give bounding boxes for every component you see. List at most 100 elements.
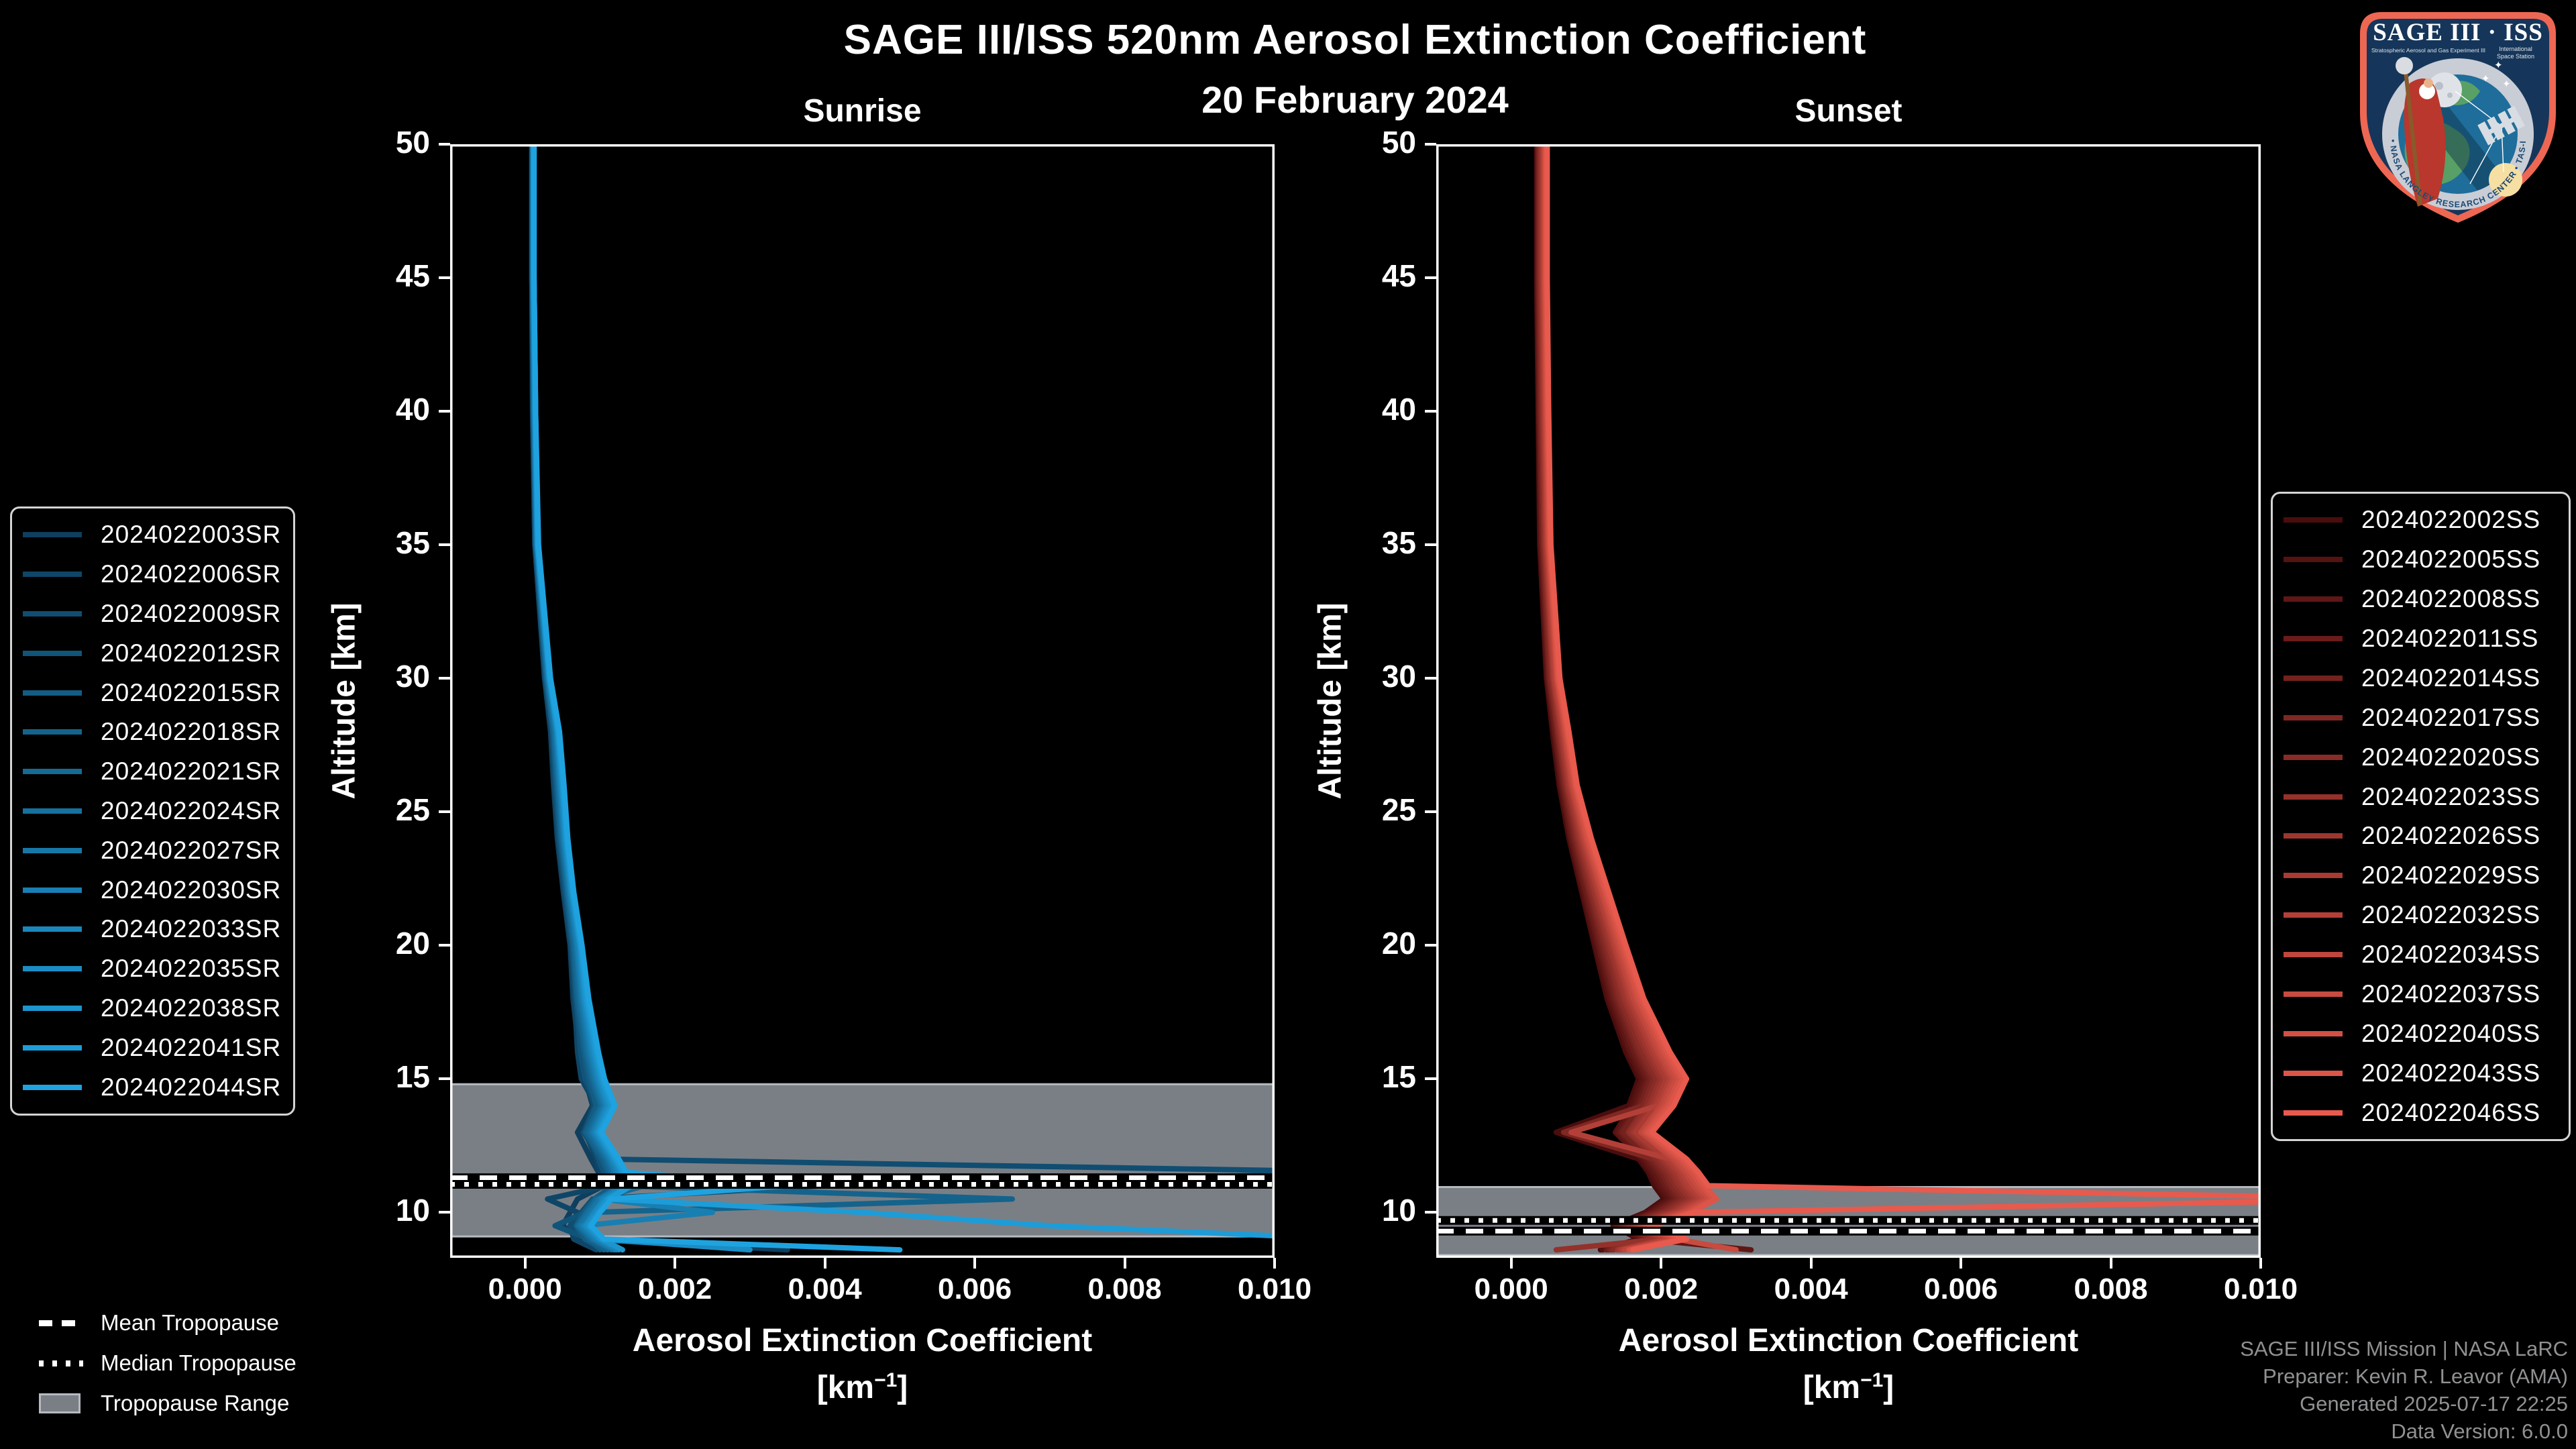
tropopause-legend: Mean Tropopause Median Tropopause Tropop…: [39, 1303, 297, 1424]
sunrise-legend-item: 2024022003SR: [23, 521, 282, 549]
sunset-plot-svg: [1436, 144, 2261, 1258]
legend-item-label: 2024022023SS: [2361, 782, 2541, 810]
sunrise-x-tick: [973, 1258, 977, 1269]
legend-line-swatch-icon: [2284, 675, 2343, 681]
sunset-legend-item: 2024022005SS: [2284, 545, 2558, 574]
sunset-y-tick: [1425, 944, 1436, 947]
legend-item-label: 2024022033SR: [101, 915, 282, 943]
sunrise-y-tick-label: 35: [395, 525, 430, 561]
sunrise-legend-item: 2024022012SR: [23, 639, 282, 667]
sunset-y-axis-label: Altitude [km]: [1312, 602, 1348, 800]
sunset-legend-item: 2024022043SS: [2284, 1059, 2558, 1087]
sunset-x-tick: [1960, 1258, 1963, 1269]
sunset-legend-item: 2024022040SS: [2284, 1020, 2558, 1048]
sunrise-y-tick: [439, 944, 450, 947]
sunrise-y-axis-label: Altitude [km]: [326, 602, 362, 800]
sunrise-x-tick-label: 0.004: [788, 1273, 862, 1305]
sunset-y-tick-label: 30: [1381, 659, 1416, 694]
sunset-legend-item: 2024022032SS: [2284, 901, 2558, 929]
sunrise-y-tick-label: 40: [395, 392, 430, 427]
sunrise-plot-svg: [450, 144, 1275, 1258]
sunrise-y-tick-label: 25: [395, 792, 430, 828]
svg-text:✦: ✦: [2481, 73, 2490, 85]
legend-item-label: 2024022029SS: [2361, 861, 2541, 890]
sunrise-legend-item: 2024022041SR: [23, 1034, 282, 1062]
patch-subtitle-right-1: International: [2499, 46, 2532, 52]
sunset-x-tick: [1809, 1258, 1813, 1269]
sunset-profile-2024022040SS: [1543, 144, 1716, 1253]
sunset-y-tick: [1425, 1077, 1436, 1081]
sunset-plot-area: [1436, 144, 2261, 1258]
sunset-y-tick: [1425, 1211, 1436, 1214]
sunset-x-tick: [1509, 1258, 1513, 1269]
legend-line-swatch-icon: [2284, 912, 2343, 918]
sunset-legend-item: 2024022002SS: [2284, 506, 2558, 534]
legend-line-swatch-icon: [23, 887, 82, 893]
legend-line-swatch-icon: [23, 729, 82, 735]
legend-line-swatch-icon: [23, 808, 82, 814]
legend-line-swatch-icon: [2284, 952, 2343, 958]
patch-title: SAGE III · ISS: [2373, 19, 2543, 46]
sunrise-y-tick-label: 50: [395, 125, 430, 160]
legend-item-label: 2024022035SR: [101, 955, 282, 983]
sunrise-y-tick: [439, 810, 450, 814]
sunset-legend-item: 2024022020SS: [2284, 743, 2558, 771]
legend-item-label: 2024022005SS: [2361, 545, 2541, 574]
sunset-legend-item: 2024022014SS: [2284, 664, 2558, 692]
sunrise-x-tick-label: 0.002: [638, 1273, 712, 1305]
sunset-x-tick-label: 0.002: [1624, 1273, 1699, 1305]
sunset-y-tick-label: 15: [1381, 1059, 1416, 1095]
figure-title: SAGE III/ISS 520nm Aerosol Extinction Co…: [843, 17, 1867, 63]
legend-item-label: 2024022012SR: [101, 639, 282, 667]
sunrise-legend-item: 2024022018SR: [23, 718, 282, 746]
sunrise-x-axis-label: Aerosol Extinction Coefficient: [632, 1323, 1093, 1358]
sunset-y-tick: [1425, 276, 1436, 280]
sunrise-plot-area: [450, 144, 1275, 1258]
legend-line-swatch-icon: [2284, 794, 2343, 800]
legend-item-label: 2024022015SR: [101, 678, 282, 706]
sunrise-y-tick-label: 30: [395, 659, 430, 694]
credits-block: SAGE III/ISS Mission | NASA LaRC Prepare…: [2240, 1335, 2568, 1445]
sunrise-legend-item: 2024022035SR: [23, 955, 282, 983]
legend-item-label: 2024022037SS: [2361, 979, 2541, 1008]
legend-line-swatch-icon: [23, 847, 82, 853]
sunrise-y-tick-label: 15: [395, 1059, 430, 1095]
tropopause-legend-mean-row: Mean Tropopause: [39, 1303, 297, 1343]
legend-item-label: 2024022044SR: [101, 1073, 282, 1101]
sunrise-band-top-edge: [450, 1083, 1275, 1085]
sunrise-x-tick: [1123, 1258, 1126, 1269]
patch-stars: ✦ ✦ ✦: [2481, 60, 2511, 90]
legend-line-swatch-icon: [2284, 873, 2343, 879]
legend-item-label: 2024022032SS: [2361, 901, 2541, 929]
patch-figure: [2396, 57, 2446, 207]
sunrise-x-tick: [823, 1258, 826, 1269]
legend-item-label: 2024022034SS: [2361, 941, 2541, 969]
legend-item-label: 2024022046SS: [2361, 1098, 2541, 1126]
sunrise-legend-item: 2024022038SR: [23, 994, 282, 1022]
mission-patch-logo: ✦ ✦ ✦ SAGE III · ISS Stratospheric Aerosol…: [2343, 4, 2556, 223]
legend-line-swatch-icon: [2284, 714, 2343, 720]
sunrise-x-tick-label: 0.006: [938, 1273, 1012, 1305]
sunset-y-tick-label: 10: [1381, 1193, 1416, 1228]
sunset-legend-item: 2024022037SS: [2284, 980, 2558, 1008]
svg-text:✦: ✦: [2502, 78, 2511, 90]
legend-line-swatch-icon: [23, 1044, 82, 1051]
legend-line-swatch-icon: [23, 610, 82, 616]
legend-line-swatch-icon: [2284, 636, 2343, 642]
patch-subtitle-right-2: Space Station: [2497, 53, 2534, 60]
sunset-y-tick: [1425, 143, 1436, 146]
sunrise-legend-item: 2024022033SR: [23, 915, 282, 943]
sunset-legend-item: 2024022029SS: [2284, 861, 2558, 890]
sunrise-legend-item: 2024022015SR: [23, 679, 282, 707]
sunrise-profile-2024022044SR: [531, 144, 903, 1253]
tropopause-range-label: Tropopause Range: [101, 1391, 290, 1415]
mean-tropopause-dashed-swatch-icon: [39, 1320, 83, 1326]
patch-iss-icon: [2477, 105, 2525, 146]
legend-line-swatch-icon: [23, 966, 82, 972]
sunrise-x-tick: [1273, 1258, 1276, 1269]
sunset-x-tick-label: 0.000: [1474, 1273, 1548, 1305]
legend-item-label: 2024022021SR: [101, 757, 282, 786]
sunrise-y-tick: [439, 677, 450, 680]
legend-item-label: 2024022026SS: [2361, 822, 2541, 850]
